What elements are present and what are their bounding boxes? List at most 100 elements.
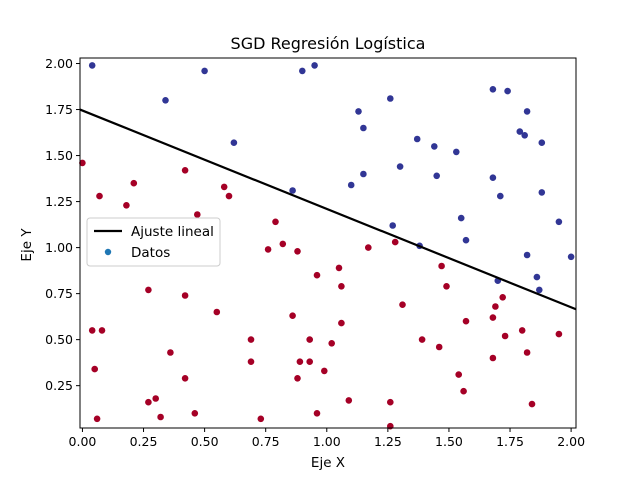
data-point-class-1 xyxy=(489,86,497,93)
data-point-class-0 xyxy=(462,317,470,325)
data-point-class-0 xyxy=(523,349,531,356)
data-point-class-0 xyxy=(338,283,345,290)
data-point-class-0 xyxy=(306,336,314,343)
y-tick-label: 2.00 xyxy=(45,56,73,71)
data-point-class-0 xyxy=(313,271,321,279)
data-point-class-0 xyxy=(518,327,526,334)
data-point-class-1 xyxy=(538,189,546,196)
data-point-class-1 xyxy=(201,67,208,75)
data-point-class-1 xyxy=(453,148,460,156)
data-point-class-0 xyxy=(294,248,301,255)
data-point-class-1 xyxy=(289,187,296,194)
data-point-class-1 xyxy=(230,139,238,146)
data-point-class-1 xyxy=(431,143,438,150)
y-tick-label: 1.00 xyxy=(45,240,73,255)
data-point-class-0 xyxy=(130,179,138,187)
data-point-class-0 xyxy=(264,246,272,253)
data-point-class-1 xyxy=(88,62,96,69)
data-point-class-0 xyxy=(335,264,343,272)
data-point-class-1 xyxy=(523,108,531,115)
y-tick-label: 1.75 xyxy=(45,102,73,117)
data-point-class-0 xyxy=(98,327,106,334)
data-point-class-0 xyxy=(499,294,507,301)
data-point-class-0 xyxy=(321,367,328,375)
y-tick-label: 0.50 xyxy=(45,332,73,347)
data-point-class-1 xyxy=(299,67,306,75)
data-point-class-1 xyxy=(360,124,367,132)
legend-label-fit: Ajuste lineal xyxy=(131,224,214,240)
data-point-class-0 xyxy=(306,358,314,366)
data-point-class-0 xyxy=(93,415,101,423)
legend: Ajuste lineal Datos xyxy=(86,217,221,267)
data-point-class-0 xyxy=(294,375,301,382)
data-point-class-0 xyxy=(289,312,296,320)
data-point-class-0 xyxy=(313,410,321,417)
y-axis-title: Eje Y xyxy=(19,228,35,262)
x-tick-label: 1.00 xyxy=(313,434,341,449)
data-point-class-0 xyxy=(387,398,394,406)
data-point-class-0 xyxy=(181,167,189,174)
data-point-class-0 xyxy=(96,192,103,200)
data-point-class-0 xyxy=(501,332,509,340)
data-point-class-1 xyxy=(433,172,441,180)
data-point-class-0 xyxy=(528,400,536,408)
data-point-class-1 xyxy=(497,192,504,200)
data-point-class-1 xyxy=(311,62,318,69)
data-point-class-0 xyxy=(438,262,445,270)
data-point-class-0 xyxy=(152,395,159,402)
data-point-class-1 xyxy=(555,218,563,226)
x-tick-label: 2.00 xyxy=(557,434,585,449)
data-point-class-0 xyxy=(443,283,450,290)
data-point-class-0 xyxy=(338,319,345,327)
data-point-class-0 xyxy=(296,358,304,366)
data-point-class-0 xyxy=(220,183,228,191)
x-tick-label: 1.75 xyxy=(496,434,524,449)
y-tick-label: 0.25 xyxy=(45,378,73,393)
data-point-class-1 xyxy=(536,286,543,294)
data-point-class-1 xyxy=(396,163,404,170)
data-point-class-0 xyxy=(145,398,152,406)
legend-points-marker xyxy=(104,248,112,256)
data-point-class-0 xyxy=(181,292,189,299)
x-tick-label: 1.50 xyxy=(435,434,463,449)
data-point-class-1 xyxy=(523,251,531,259)
data-point-class-1 xyxy=(347,181,355,189)
data-point-class-0 xyxy=(167,349,174,356)
data-point-class-0 xyxy=(489,314,497,321)
legend-label-points: Datos xyxy=(131,245,170,261)
data-point-class-0 xyxy=(391,238,399,246)
data-point-class-1 xyxy=(538,139,546,146)
x-tick-label: 0.00 xyxy=(69,434,97,449)
plot-frame xyxy=(79,57,577,429)
data-point-class-1 xyxy=(389,222,397,229)
data-point-class-1 xyxy=(516,128,524,135)
data-point-class-0 xyxy=(247,336,255,343)
data-point-class-0 xyxy=(157,413,164,421)
data-point-class-0 xyxy=(455,371,463,378)
chart-title: SGD Regresión Logística xyxy=(231,34,426,53)
data-point-class-0 xyxy=(460,387,467,395)
data-point-class-0 xyxy=(555,330,563,338)
data-point-class-1 xyxy=(360,170,367,178)
data-point-class-1 xyxy=(489,174,497,181)
data-point-class-0 xyxy=(194,211,201,218)
y-tick-label: 1.50 xyxy=(45,148,73,163)
data-point-class-0 xyxy=(418,336,426,343)
data-point-class-0 xyxy=(328,340,336,347)
data-point-class-1 xyxy=(567,253,575,261)
data-point-class-0 xyxy=(345,397,353,404)
data-point-class-0 xyxy=(145,286,152,294)
data-point-class-0 xyxy=(257,415,265,423)
data-point-class-0 xyxy=(247,358,255,366)
data-point-class-0 xyxy=(181,375,189,382)
data-point-class-0 xyxy=(91,365,98,373)
data-point-class-0 xyxy=(279,240,287,248)
data-point-class-0 xyxy=(489,354,497,362)
data-point-class-0 xyxy=(225,192,233,200)
data-point-class-0 xyxy=(492,303,499,310)
fit-line xyxy=(79,108,577,311)
data-point-class-0 xyxy=(399,301,406,309)
x-tick-label: 0.75 xyxy=(252,434,280,449)
x-tick-label: 0.25 xyxy=(130,434,158,449)
data-point-class-0 xyxy=(365,244,372,251)
